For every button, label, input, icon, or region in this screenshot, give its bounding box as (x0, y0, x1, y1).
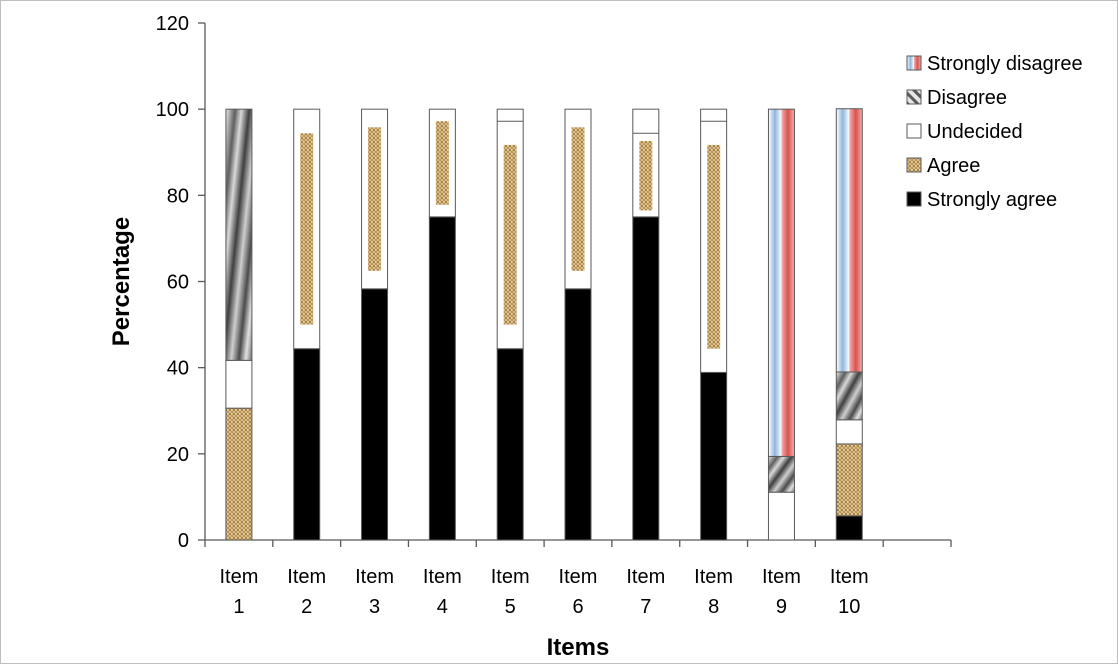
x-tick-label-line: Item (830, 566, 869, 588)
x-tick-label: Item 4 (423, 566, 462, 618)
bar-segment-strongly-agree (361, 288, 389, 541)
x-tick-label: Item 6 (559, 566, 598, 618)
bar-overlay-agree (503, 144, 517, 325)
y-tick-label: 80 (167, 185, 189, 207)
x-tick-label: Item 1 (219, 566, 258, 618)
bar-segment-disagree (225, 108, 253, 361)
bar-segment-undecided (225, 359, 253, 409)
bar-segment-strongly-agree (293, 348, 321, 541)
stripe-red (849, 108, 863, 372)
x-tick-labels: Item 1 Item 2 Item 3 Item 4 Item 5 Item 6 Item 7 Item 8… (219, 566, 868, 618)
y-tick-label: 60 (167, 272, 189, 294)
legend-swatch (906, 55, 922, 71)
x-tick-label: Item 8 (694, 566, 733, 618)
x-tick-label-line: 4 (437, 596, 448, 618)
x-tick-label: Item 3 (355, 566, 394, 618)
bar-overlay-agree (571, 127, 585, 271)
stripe-blue (836, 108, 850, 372)
bar-overlay-agree (707, 144, 721, 349)
x-tick-label-line: Item (694, 566, 733, 588)
legend-swatch (906, 123, 922, 139)
x-tick-label: Item 2 (287, 566, 326, 618)
x-tick-label: Item 5 (491, 566, 530, 618)
legend: Strongly disagree Disagree Undecided Agree S… (906, 53, 1083, 211)
x-tick-label-line: Item (287, 566, 326, 588)
legend-label: Strongly agree (927, 189, 1057, 211)
x-tick-label-line: Item (423, 566, 462, 588)
legend-swatch-red (914, 56, 921, 70)
x-tick-label-line: 2 (301, 596, 312, 618)
bars-layer (225, 108, 863, 541)
bar-overlay-agree (639, 141, 653, 211)
x-tick-label-line: Item (762, 566, 801, 588)
x-tick-label-line: 6 (572, 596, 583, 618)
bar-segment-strongly-disagree (767, 108, 795, 457)
legend-label: Agree (927, 155, 980, 177)
legend-label: Undecided (927, 121, 1023, 143)
bar-overlay-agree (435, 121, 449, 205)
stripe-outline (767, 108, 795, 457)
y-tick-label: 0 (178, 530, 189, 552)
bar-segment-undecided (767, 491, 795, 541)
x-tick-label-line: Item (491, 566, 530, 588)
bar-overlay-agree (232, 421, 246, 526)
bar-overlay-agree (300, 133, 314, 325)
bar-segment-strongly-agree (496, 348, 524, 541)
bar-overlay-agree (842, 452, 856, 509)
x-tick-label-line: Item (219, 566, 258, 588)
y-axis-title: Percentage (108, 217, 135, 346)
x-tick-label: Item 10 (830, 566, 869, 618)
stripe-outline (835, 108, 863, 373)
y-tick-label: 120 (156, 13, 189, 35)
y-tick-label: 40 (167, 358, 189, 380)
stripe-blue (768, 109, 782, 457)
bar-segment-disagree (767, 455, 795, 493)
x-tick-label: Item 9 (762, 566, 801, 618)
bar-segment-strongly-disagree (835, 108, 863, 373)
x-tick-label-line: 7 (640, 596, 651, 618)
x-tick-label: Item 7 (626, 566, 665, 618)
bar-overlay-agree (368, 127, 382, 271)
x-tick-label-line: 1 (233, 596, 244, 618)
legend-item: Disagree (906, 87, 1007, 109)
x-tick-label-line: 10 (838, 596, 860, 618)
bar-segment-strongly-agree (700, 371, 728, 541)
x-tick-label-line: 5 (505, 596, 516, 618)
legend-item: Strongly disagree (906, 53, 1083, 75)
x-tick-label-line: Item (559, 566, 598, 588)
bar-segment-strongly-agree (564, 288, 592, 541)
legend-swatch (906, 157, 922, 173)
y-tick-labels: 0 20 40 60 80 100 120 (156, 13, 189, 552)
legend-swatch (906, 89, 922, 105)
bar-segment-strongly-agree (835, 515, 863, 541)
x-tick-label-line: 8 (708, 596, 719, 618)
y-tick-label: 20 (167, 444, 189, 466)
legend-swatch-blue (907, 56, 914, 70)
axes (198, 22, 952, 547)
stripe-red (781, 109, 795, 457)
bar-segment-disagree (835, 371, 863, 421)
x-tick-label-line: 3 (369, 596, 380, 618)
legend-label: Disagree (927, 87, 1007, 109)
x-tick-label-line: Item (626, 566, 665, 588)
bar-segment-strongly-agree (632, 216, 660, 541)
legend-item: Agree (906, 155, 980, 177)
legend-label: Strongly disagree (927, 53, 1083, 75)
bar-segment-undecided (835, 419, 863, 445)
legend-item: Strongly agree (906, 189, 1057, 211)
x-axis-title: Items (547, 634, 610, 661)
x-tick-label-line: 9 (776, 596, 787, 618)
legend-swatch (906, 191, 922, 207)
legend-item: Undecided (906, 121, 1023, 143)
x-tick-label-line: Item (355, 566, 394, 588)
bar-segment-strongly-agree (428, 216, 456, 541)
y-tick-label: 100 (156, 99, 189, 121)
